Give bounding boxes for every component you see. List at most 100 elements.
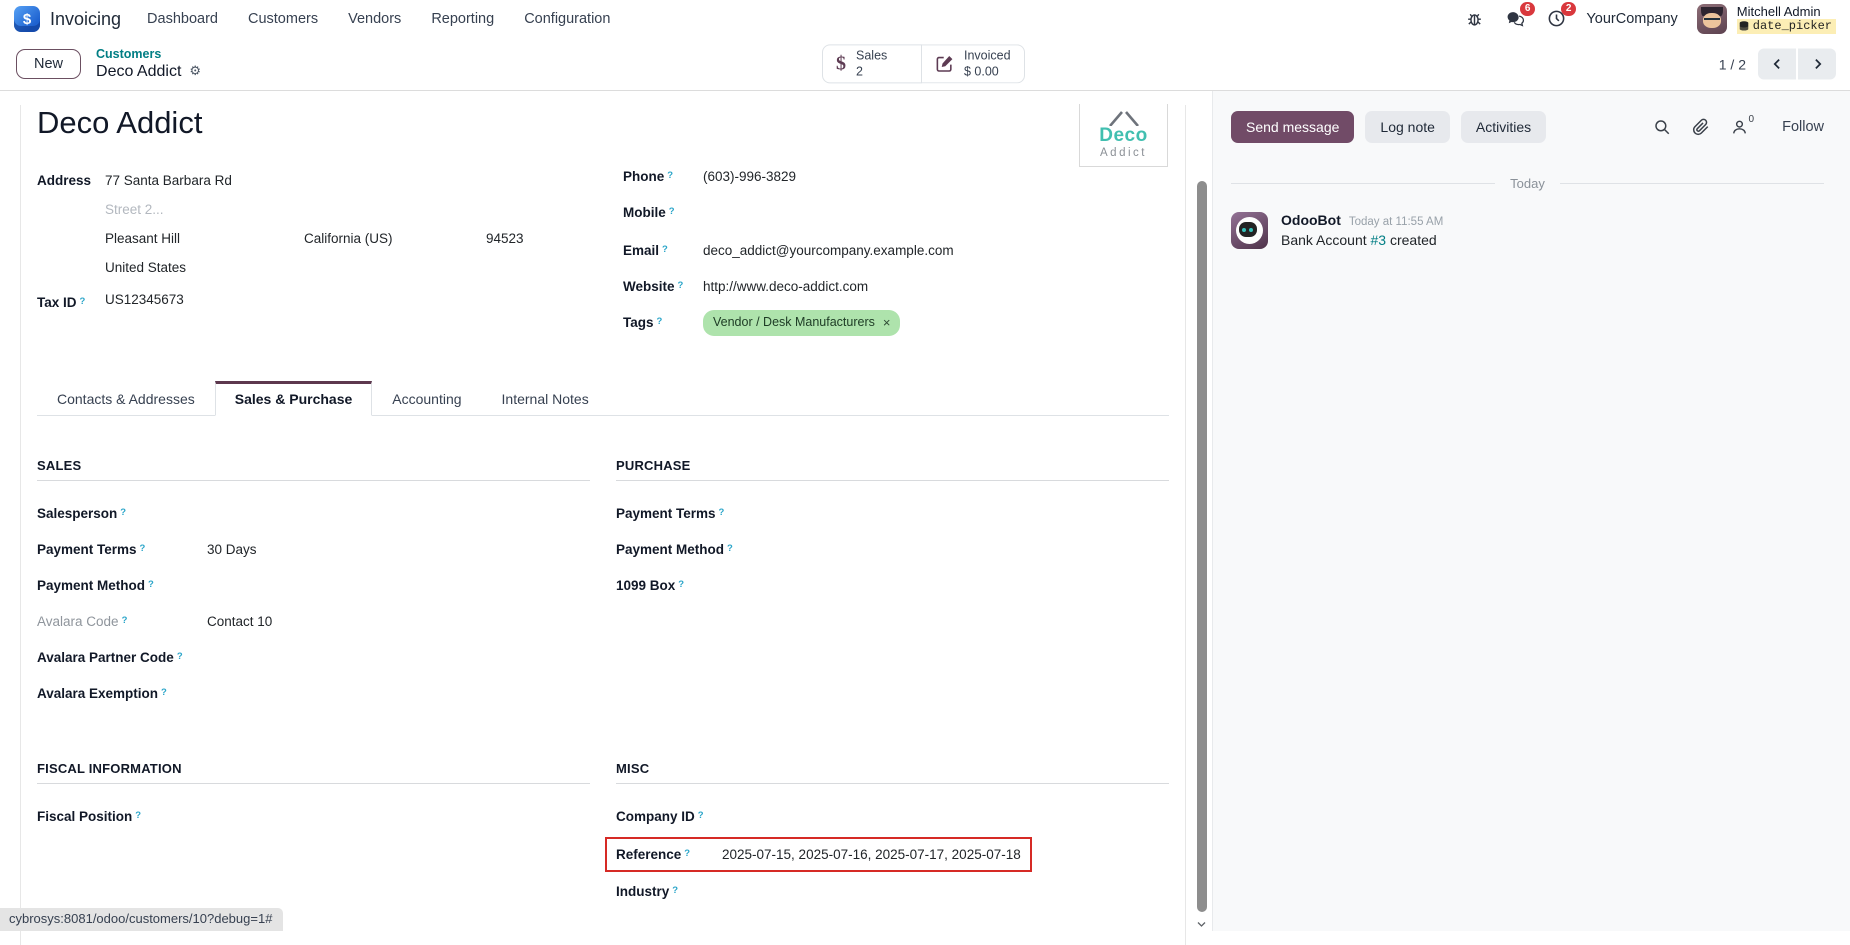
partner-logo[interactable]: Deco Addict (1079, 104, 1168, 167)
purchase-payment-method-label: Payment Method (616, 542, 725, 557)
street2-field[interactable]: Street 2... (105, 202, 164, 217)
debug-bug-icon[interactable] (1463, 8, 1485, 30)
breadcrumb-customers[interactable]: Customers (96, 46, 162, 61)
logo-roof-icon (1108, 111, 1139, 126)
help-icon: ? (678, 579, 685, 590)
send-message-button[interactable]: Send message (1231, 111, 1355, 143)
sales-stat-button[interactable]: $ Sales 2 (822, 44, 922, 84)
sales-payment-terms-label: Payment Terms (37, 542, 137, 557)
website-label: Website (623, 279, 675, 294)
street-field[interactable]: 77 Santa Barbara Rd (105, 173, 232, 188)
activities-clock-icon[interactable]: 2 (1545, 1, 1577, 30)
tab-accounting[interactable]: Accounting (392, 391, 462, 407)
avalara-exemption-label: Avalara Exemption (37, 686, 159, 701)
contact-block: Phone? (603)-996-3829 Mobile? Email? dec… (623, 166, 1169, 351)
phone-field[interactable]: (603)-996-3829 (703, 169, 797, 184)
control-panel: New Customers Deco Addict ⚙ $ Sales 2 In… (0, 38, 1850, 90)
message-body: Bank Account #3 created (1281, 232, 1437, 248)
help-icon: ? (668, 206, 675, 217)
logo-text-addict: Addict (1100, 146, 1147, 159)
invoiced-stat-button[interactable]: Invoiced $ 0.00 (922, 44, 1025, 84)
user-block[interactable]: Mitchell Admin date_picker (1736, 3, 1836, 35)
reference-field[interactable]: 2025-07-15, 2025-07-16, 2025-07-17, 2025… (722, 847, 1021, 862)
email-field[interactable]: deco_addict@yourcompany.example.com (703, 243, 954, 258)
help-icon: ? (176, 651, 183, 662)
app-name[interactable]: Invoicing (50, 8, 122, 29)
tags-label: Tags (623, 315, 654, 330)
pager: 1 / 2 (1718, 48, 1836, 80)
purchase-payment-terms-label: Payment Terms (616, 506, 716, 521)
notebook-tabs: Contacts & Addresses Sales & Purchase Ac… (37, 381, 1169, 416)
record-link[interactable]: #3 (1370, 232, 1387, 248)
sales-payment-terms-field[interactable]: 30 Days (207, 542, 257, 557)
menu-configuration[interactable]: Configuration (524, 11, 611, 27)
tab-sales-purchase[interactable]: Sales & Purchase (214, 381, 373, 416)
logo-text-deco: Deco (1099, 124, 1148, 146)
followers-icon[interactable]: 0 (1731, 114, 1754, 136)
website-field[interactable]: http://www.deco-addict.com (703, 279, 869, 294)
menu-vendors[interactable]: Vendors (348, 11, 402, 27)
chatter-message: OdooBot Today at 11:55 AM Bank Account #… (1231, 212, 1824, 249)
help-icon: ? (656, 316, 663, 327)
follow-button[interactable]: Follow (1782, 119, 1824, 135)
pager-counter: 1 / 2 (1718, 56, 1746, 72)
search-messages-icon[interactable] (1653, 118, 1671, 136)
help-icon: ? (667, 170, 674, 181)
debug-database-tag[interactable]: date_picker (1736, 19, 1836, 35)
date-divider: Today (1231, 176, 1825, 191)
city-field[interactable]: Pleasant Hill (105, 231, 181, 246)
sales-stat-value: 2 (856, 64, 863, 78)
salesperson-label: Salesperson (37, 506, 118, 521)
menu-dashboard[interactable]: Dashboard (147, 11, 218, 27)
tag-remove-icon[interactable]: × (882, 315, 891, 330)
country-field[interactable]: United States (105, 260, 187, 275)
tax-id-field[interactable]: US12345673 (105, 292, 184, 307)
chevron-right-icon (1814, 59, 1821, 69)
help-icon: ? (120, 507, 127, 518)
company-switcher[interactable]: YourCompany (1586, 10, 1678, 27)
tag-vendor-desk-manufacturers[interactable]: Vendor / Desk Manufacturers × (703, 310, 901, 336)
email-label: Email (623, 243, 660, 258)
reference-highlight-box: Reference? 2025-07-15, 2025-07-16, 2025-… (605, 837, 1032, 872)
app-switcher[interactable]: $ Invoicing (14, 6, 121, 32)
attachment-paperclip-icon[interactable] (1692, 118, 1710, 136)
user-avatar[interactable] (1696, 3, 1727, 34)
box-1099-label: 1099 Box (616, 578, 676, 593)
new-button[interactable]: New (16, 49, 82, 79)
message-author[interactable]: OdooBot (1281, 212, 1341, 228)
dollar-icon: $ (836, 52, 846, 75)
tab-internal-notes[interactable]: Internal Notes (501, 391, 589, 407)
messages-icon[interactable]: 6 (1504, 1, 1536, 30)
tab-contacts-addresses[interactable]: Contacts & Addresses (57, 391, 195, 407)
sales-payment-method-label: Payment Method (37, 578, 146, 593)
scroll-down-chevron-icon[interactable] (1195, 918, 1208, 930)
tax-id-label: Tax ID (37, 295, 77, 310)
database-icon (1739, 21, 1749, 31)
activities-button[interactable]: Activities (1460, 111, 1547, 143)
pager-next-button[interactable] (1798, 48, 1836, 80)
link-status-bar: cybrosys:8081/odoo/customers/10?debug=1# (0, 908, 284, 931)
fiscal-section-heading: FISCAL INFORMATION (37, 761, 590, 784)
menu-customers[interactable]: Customers (247, 11, 319, 27)
partner-name-field[interactable]: Deco Addict (37, 105, 203, 140)
help-icon: ? (148, 579, 154, 590)
address-block: Address 77 Santa Barbara Rd Street 2... … (37, 166, 597, 351)
help-icon: ? (121, 615, 128, 626)
followers-count: 0 (1748, 114, 1755, 125)
state-field[interactable]: California (US) (304, 231, 393, 246)
help-icon: ? (161, 687, 167, 698)
avalara-code-field[interactable]: Contact 10 (207, 614, 273, 629)
gear-icon[interactable]: ⚙ (189, 63, 202, 79)
industry-label: Industry (616, 884, 670, 899)
vertical-scrollbar[interactable] (1197, 181, 1207, 912)
menu-reporting[interactable]: Reporting (431, 11, 495, 27)
misc-section: MISC Company ID? Reference? 2025-07-15, … (605, 761, 1169, 917)
pager-previous-button[interactable] (1758, 48, 1796, 80)
help-icon: ? (139, 543, 146, 554)
zip-field[interactable]: 94523 (486, 231, 524, 246)
navbar-right: 6 2 YourCompany Mitchell Admin date_pick… (1463, 1, 1836, 35)
log-note-button[interactable]: Log note (1365, 111, 1450, 143)
user-name: Mitchell Admin (1736, 3, 1821, 19)
top-navbar: $ Invoicing Dashboard Customers Vendors … (0, 0, 1850, 38)
address-label: Address (37, 173, 92, 188)
